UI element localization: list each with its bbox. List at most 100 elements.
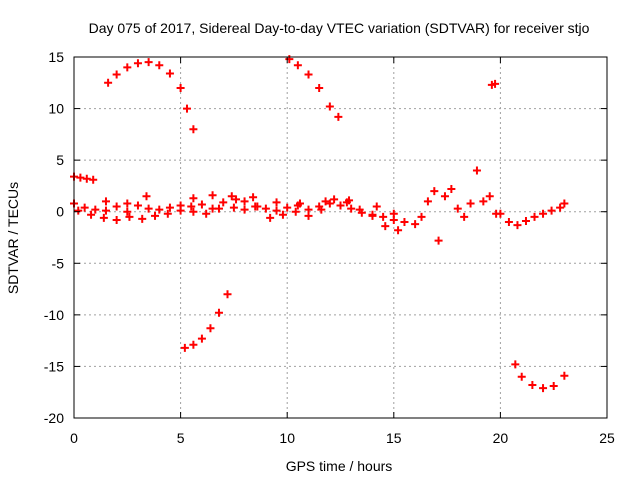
y-tick-label: -10 <box>44 307 64 323</box>
data-point-plus <box>101 197 110 206</box>
data-point-plus <box>272 198 281 207</box>
x-tick-label: 25 <box>599 430 615 446</box>
data-point-plus <box>80 203 89 212</box>
x-tick-label: 0 <box>70 430 78 446</box>
data-point-plus <box>206 324 215 333</box>
data-point-plus <box>560 199 569 208</box>
data-point-plus <box>278 210 287 219</box>
data-point-plus <box>511 360 520 369</box>
data-point-plus <box>155 205 164 214</box>
data-point-plus <box>417 212 426 221</box>
y-tick-label: -5 <box>52 255 65 271</box>
series-band-i <box>101 191 398 218</box>
data-point-plus <box>74 206 83 215</box>
data-point-plus <box>104 78 113 87</box>
data-point-plus <box>400 218 409 227</box>
data-point-plus <box>528 380 537 389</box>
data-point-plus <box>334 112 343 121</box>
y-tick-label: -15 <box>44 358 64 374</box>
data-point-plus <box>125 212 134 221</box>
data-point-plus <box>293 61 302 70</box>
series-band-h <box>74 192 403 235</box>
data-point-plus <box>253 202 262 211</box>
data-point-plus <box>460 212 469 221</box>
data-point-plus <box>112 215 121 224</box>
x-tick-label: 15 <box>386 430 402 446</box>
data-point-plus <box>151 211 160 220</box>
data-point-plus <box>325 199 334 208</box>
tick-labels: 0 5 10 15 20 25 15 10 5 0 -5 -10 -15 -20 <box>44 49 615 446</box>
data-point-plus <box>232 195 241 204</box>
data-point-plus <box>76 173 85 182</box>
data-point-plus <box>123 63 132 72</box>
data-point-plus <box>434 236 443 245</box>
data-point-plus <box>219 198 228 207</box>
data-point-plus <box>187 202 196 211</box>
x-tick-label: 20 <box>493 430 509 446</box>
data-point-plus <box>325 102 334 111</box>
x-tick-label: 5 <box>177 430 185 446</box>
data-point-plus <box>223 290 232 299</box>
data-point-plus <box>295 199 304 208</box>
data-point-plus <box>355 205 364 214</box>
data-point-plus <box>227 192 236 201</box>
series-cluster-j <box>411 166 501 245</box>
y-tick-label: -20 <box>44 410 64 426</box>
data-point-plus <box>266 213 275 222</box>
data-point-plus <box>304 211 313 220</box>
data-point-plus <box>381 222 390 231</box>
data-point-plus <box>479 197 488 206</box>
y-tick-label: 5 <box>56 152 64 168</box>
data-point-plus <box>165 203 174 212</box>
data-point-plus <box>285 55 294 64</box>
data-point-plus <box>283 203 292 212</box>
data-point-plus <box>208 191 217 200</box>
x-tick-label: 10 <box>279 430 295 446</box>
data-point-plus <box>521 216 530 225</box>
data-point-plus <box>214 308 223 317</box>
data-point-plus <box>291 207 300 216</box>
y-axis-label: SDTVAR / TECUs <box>5 182 21 294</box>
data-point-plus <box>91 205 100 214</box>
data-point-plus <box>411 220 420 229</box>
data-point-plus <box>261 204 270 213</box>
data-point-plus <box>530 212 539 221</box>
series-arc-c <box>180 290 232 352</box>
data-point-plus <box>165 69 174 78</box>
data-point-plus <box>240 205 249 214</box>
data-point-plus <box>197 200 206 209</box>
data-point-plus <box>89 175 98 184</box>
data-point-plus <box>345 196 354 205</box>
data-point-plus <box>138 214 147 223</box>
data-point-plus <box>144 204 153 213</box>
data-point-plus <box>539 384 548 393</box>
data-point-plus <box>539 209 548 218</box>
data-point-plus <box>368 211 377 220</box>
tick-marks <box>73 56 608 419</box>
data-point-plus <box>496 209 505 218</box>
data-point-plus <box>240 197 249 206</box>
data-point-plus <box>317 205 326 214</box>
data-point-plus <box>249 193 258 202</box>
data-point-plus <box>517 372 526 381</box>
data-point-plus <box>197 334 206 343</box>
data-point-plus <box>440 192 449 201</box>
data-point-plus <box>560 371 569 380</box>
data-point-plus <box>163 209 172 218</box>
data-point-plus <box>87 210 96 219</box>
data-point-plus <box>485 192 494 201</box>
data-point-plus <box>155 61 164 70</box>
data-point-plus <box>504 218 513 227</box>
series-points-f <box>487 79 500 89</box>
data-point-plus <box>347 204 356 213</box>
data-point-plus <box>466 199 475 208</box>
data-point-plus <box>189 340 198 349</box>
data-point-plus <box>453 204 462 213</box>
data-point-plus <box>321 197 330 206</box>
data-point-plus <box>82 174 91 183</box>
data-point-plus <box>304 70 313 79</box>
y-tick-label: 10 <box>48 101 64 117</box>
series-arc-b <box>285 55 343 121</box>
y-tick-label: 0 <box>56 204 64 220</box>
